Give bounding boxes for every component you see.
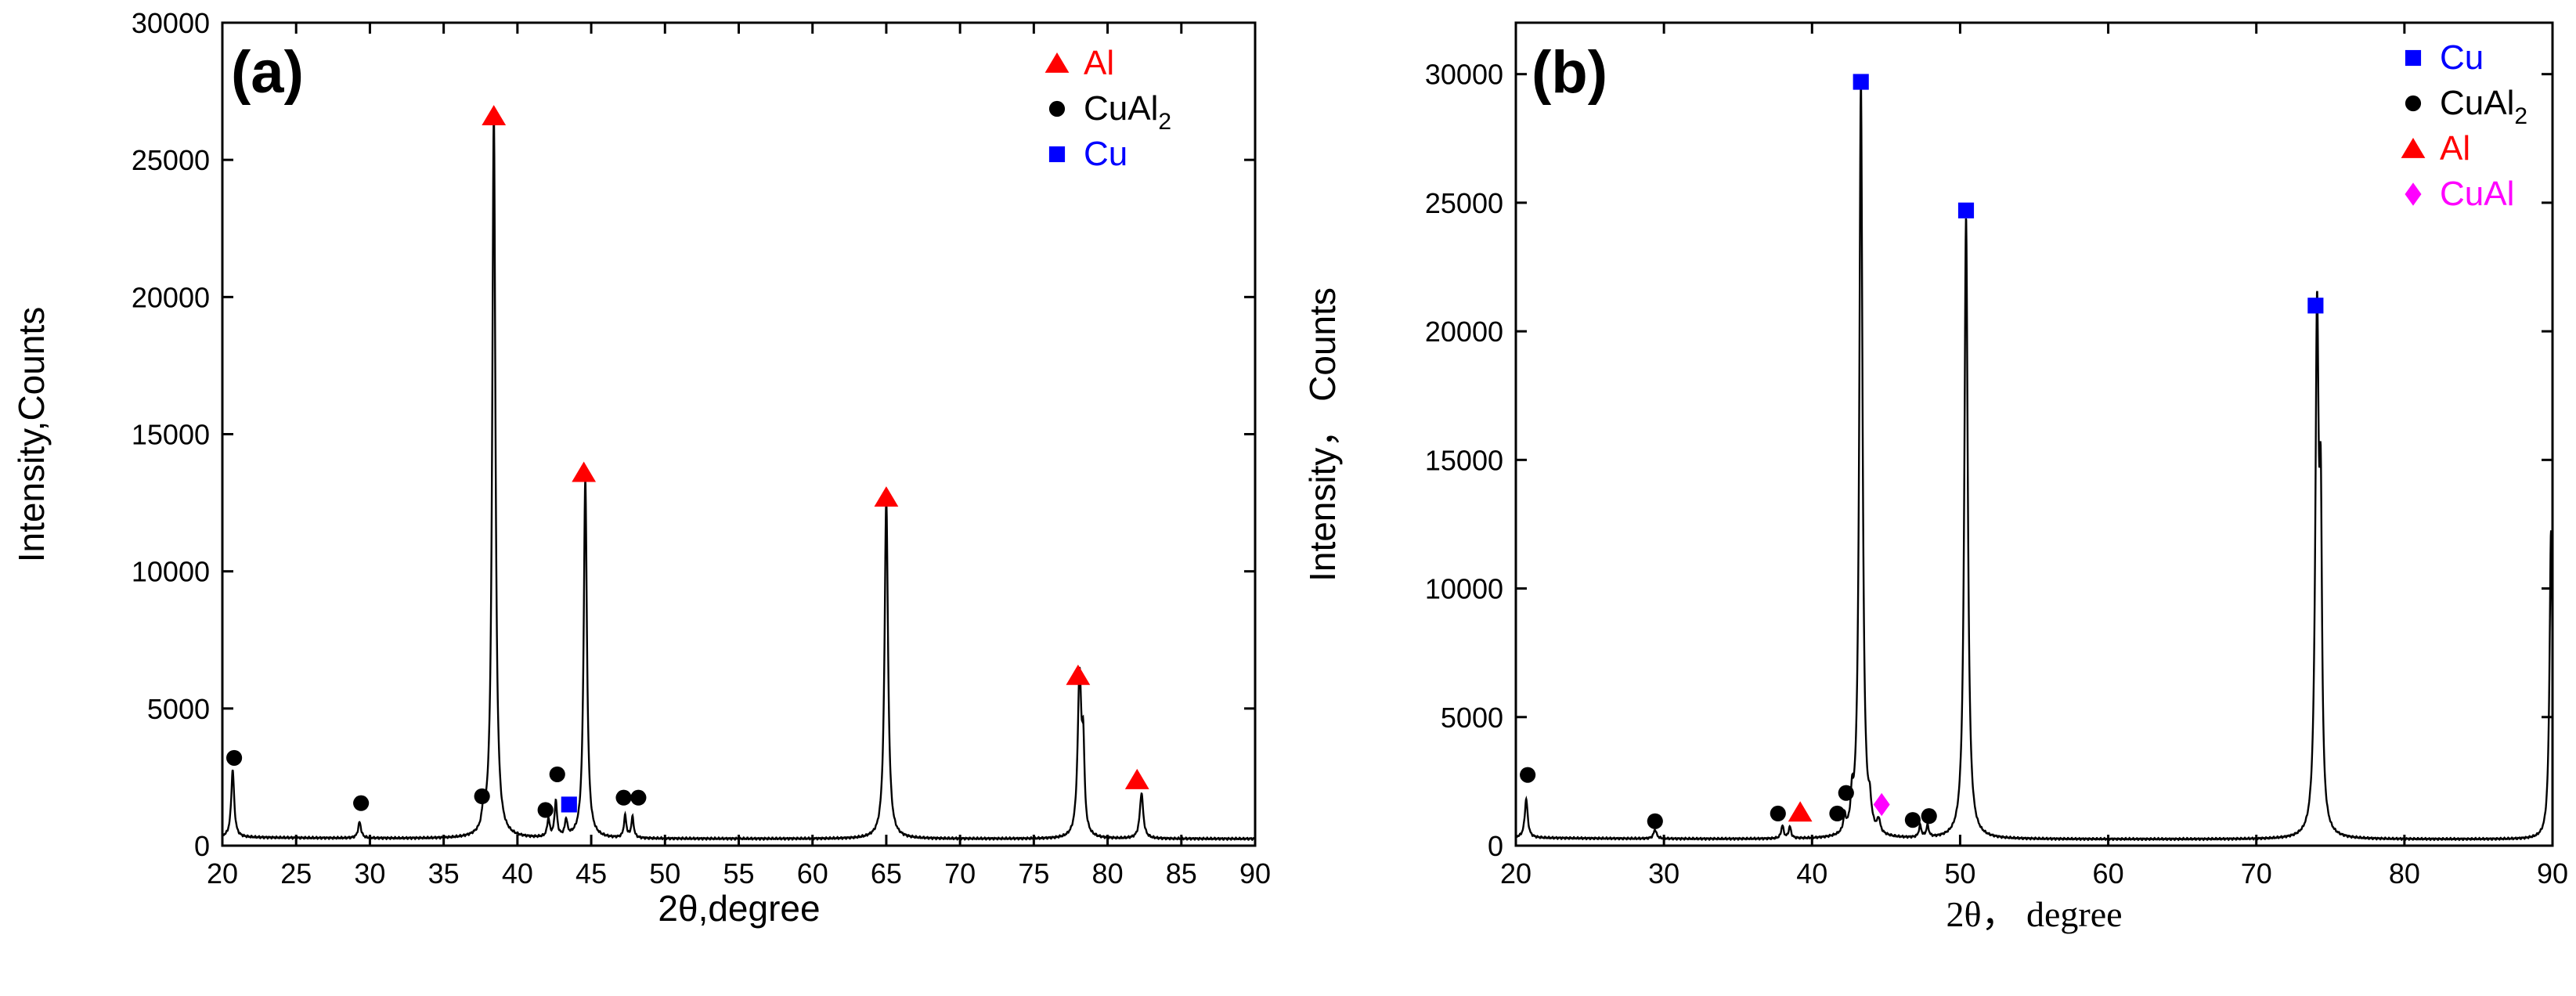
x-tick-label: 80: [1092, 857, 1124, 890]
peak-marker-cual2: [1770, 805, 1786, 822]
peak-marker-cual2: [615, 789, 632, 806]
x-tick-label: 30: [354, 857, 385, 890]
x-axis-label: 2θ， degree: [1946, 894, 2122, 934]
y-tick-label: 5000: [147, 693, 210, 725]
legend-label-cual: CuAl: [2440, 175, 2514, 213]
panel-b-chart: 20 30 40 50 60 70 80 90 0 5000 10000 15000 20000 2500…: [1302, 21, 2568, 934]
legend-marker-cual2: [2405, 95, 2422, 112]
peak-marker-cual2: [1838, 785, 1854, 801]
peak-marker-al: [1788, 801, 1813, 822]
peak-marker-cual2: [474, 788, 490, 805]
y-tick-label: 15000: [1425, 444, 1503, 476]
x-tick-label: 35: [428, 857, 460, 890]
peak-marker-cual2: [1647, 813, 1663, 829]
legend-label-al: Al: [2440, 129, 2470, 168]
x-tick-label: 20: [207, 857, 238, 890]
peak-marker-cual: [1873, 792, 1890, 817]
x-tick-label: 75: [1018, 857, 1049, 890]
x-tick-label: 40: [502, 857, 533, 890]
panel-label: (a): [231, 39, 304, 106]
y-tick-label: 25000: [132, 144, 210, 176]
x-tick-label: 90: [2537, 857, 2568, 890]
x-axis-label: 2θ,degree: [658, 888, 820, 929]
x-tick-label: 25: [280, 857, 312, 890]
peak-marker-cual2: [353, 795, 370, 811]
x-tick-label: 50: [649, 857, 680, 890]
x-tick-label: 80: [2389, 857, 2420, 890]
y-tick-label: 10000: [1425, 573, 1503, 605]
x-tick-label: 90: [1239, 857, 1271, 890]
x-tick-label: 40: [1796, 857, 1827, 890]
peak-marker-al: [572, 461, 597, 482]
peak-marker-cual2: [1829, 805, 1845, 822]
y-axis-label: Intensity， Counts: [1302, 287, 1343, 582]
legend-marker-cual2: [1048, 100, 1066, 117]
x-tick-label: 50: [1944, 857, 1975, 890]
legend-marker-al: [1044, 52, 1070, 73]
y-tick-label: 0: [1488, 830, 1503, 862]
peak-marker-al: [1124, 768, 1149, 789]
peak-marker-cual2: [1520, 767, 1536, 783]
x-tick-label: 85: [1166, 857, 1197, 890]
peak-marker-cu: [1853, 74, 1869, 90]
plot-frame: [1514, 21, 2554, 847]
y-tick-label: 5000: [1441, 702, 1503, 734]
x-tick-label: 65: [871, 857, 902, 890]
peak-marker-cual2: [1921, 808, 1937, 825]
y-tick-label: 20000: [132, 281, 210, 313]
xrd-trace: [222, 113, 1255, 842]
legend-subscript: 2: [1158, 109, 1171, 135]
x-tick-label: 45: [575, 857, 607, 890]
legend-marker-cu: [2405, 49, 2422, 67]
peak-marker-al: [1066, 664, 1091, 685]
y-axis-label: Intensity,Counts: [11, 307, 52, 562]
y-tick-label: 0: [194, 830, 210, 862]
legend-label-cual2: CuAl2: [2440, 84, 2527, 129]
x-tick-label: 30: [1648, 857, 1679, 890]
peak-marker-al: [874, 486, 899, 507]
x-tick-label: 20: [1500, 857, 1532, 890]
peak-marker-cu: [561, 796, 577, 813]
peak-marker-cual2: [225, 749, 243, 766]
panel-a-chart: 20 25 30 35 40 45 50 55 60 65 70 75 80 85 90 0 5000 10000…: [11, 7, 1271, 929]
y-tick-label: 25000: [1425, 187, 1503, 219]
y-tick-label: 30000: [132, 7, 210, 39]
x-tick-label: 55: [723, 857, 754, 890]
legend-marker-al: [2401, 138, 2426, 158]
legend-marker-cual: [2405, 182, 2422, 206]
peak-marker-cual2: [630, 789, 647, 806]
x-tick-label: 60: [797, 857, 828, 890]
y-tick-label: 10000: [132, 556, 210, 588]
y-tick-label: 30000: [1425, 59, 1503, 91]
peak-marker-cual2: [537, 802, 554, 818]
panel-label: (b): [1532, 39, 1607, 106]
x-tick-label: 60: [2093, 857, 2124, 890]
peak-marker-cual2: [1904, 812, 1921, 828]
x-tick-label: 70: [944, 857, 976, 890]
xrd-trace: [1516, 82, 2553, 842]
legend-label-cual2: CuAl2: [1084, 89, 1171, 135]
legend-label-al: Al: [1084, 44, 1114, 82]
legend-subscript: 2: [2514, 103, 2527, 129]
y-tick-label: 20000: [1425, 316, 1503, 348]
peak-marker-al: [482, 105, 507, 126]
legend-marker-cu: [1048, 146, 1066, 163]
peak-marker-cual2: [549, 766, 565, 782]
peak-marker-cu: [2307, 298, 2324, 314]
peak-marker-cu: [1957, 202, 1975, 218]
x-tick-label: 70: [2241, 857, 2272, 890]
legend-label-cu: Cu: [2440, 38, 2484, 77]
legend-label-cu: Cu: [1084, 135, 1127, 173]
y-tick-label: 15000: [132, 419, 210, 451]
